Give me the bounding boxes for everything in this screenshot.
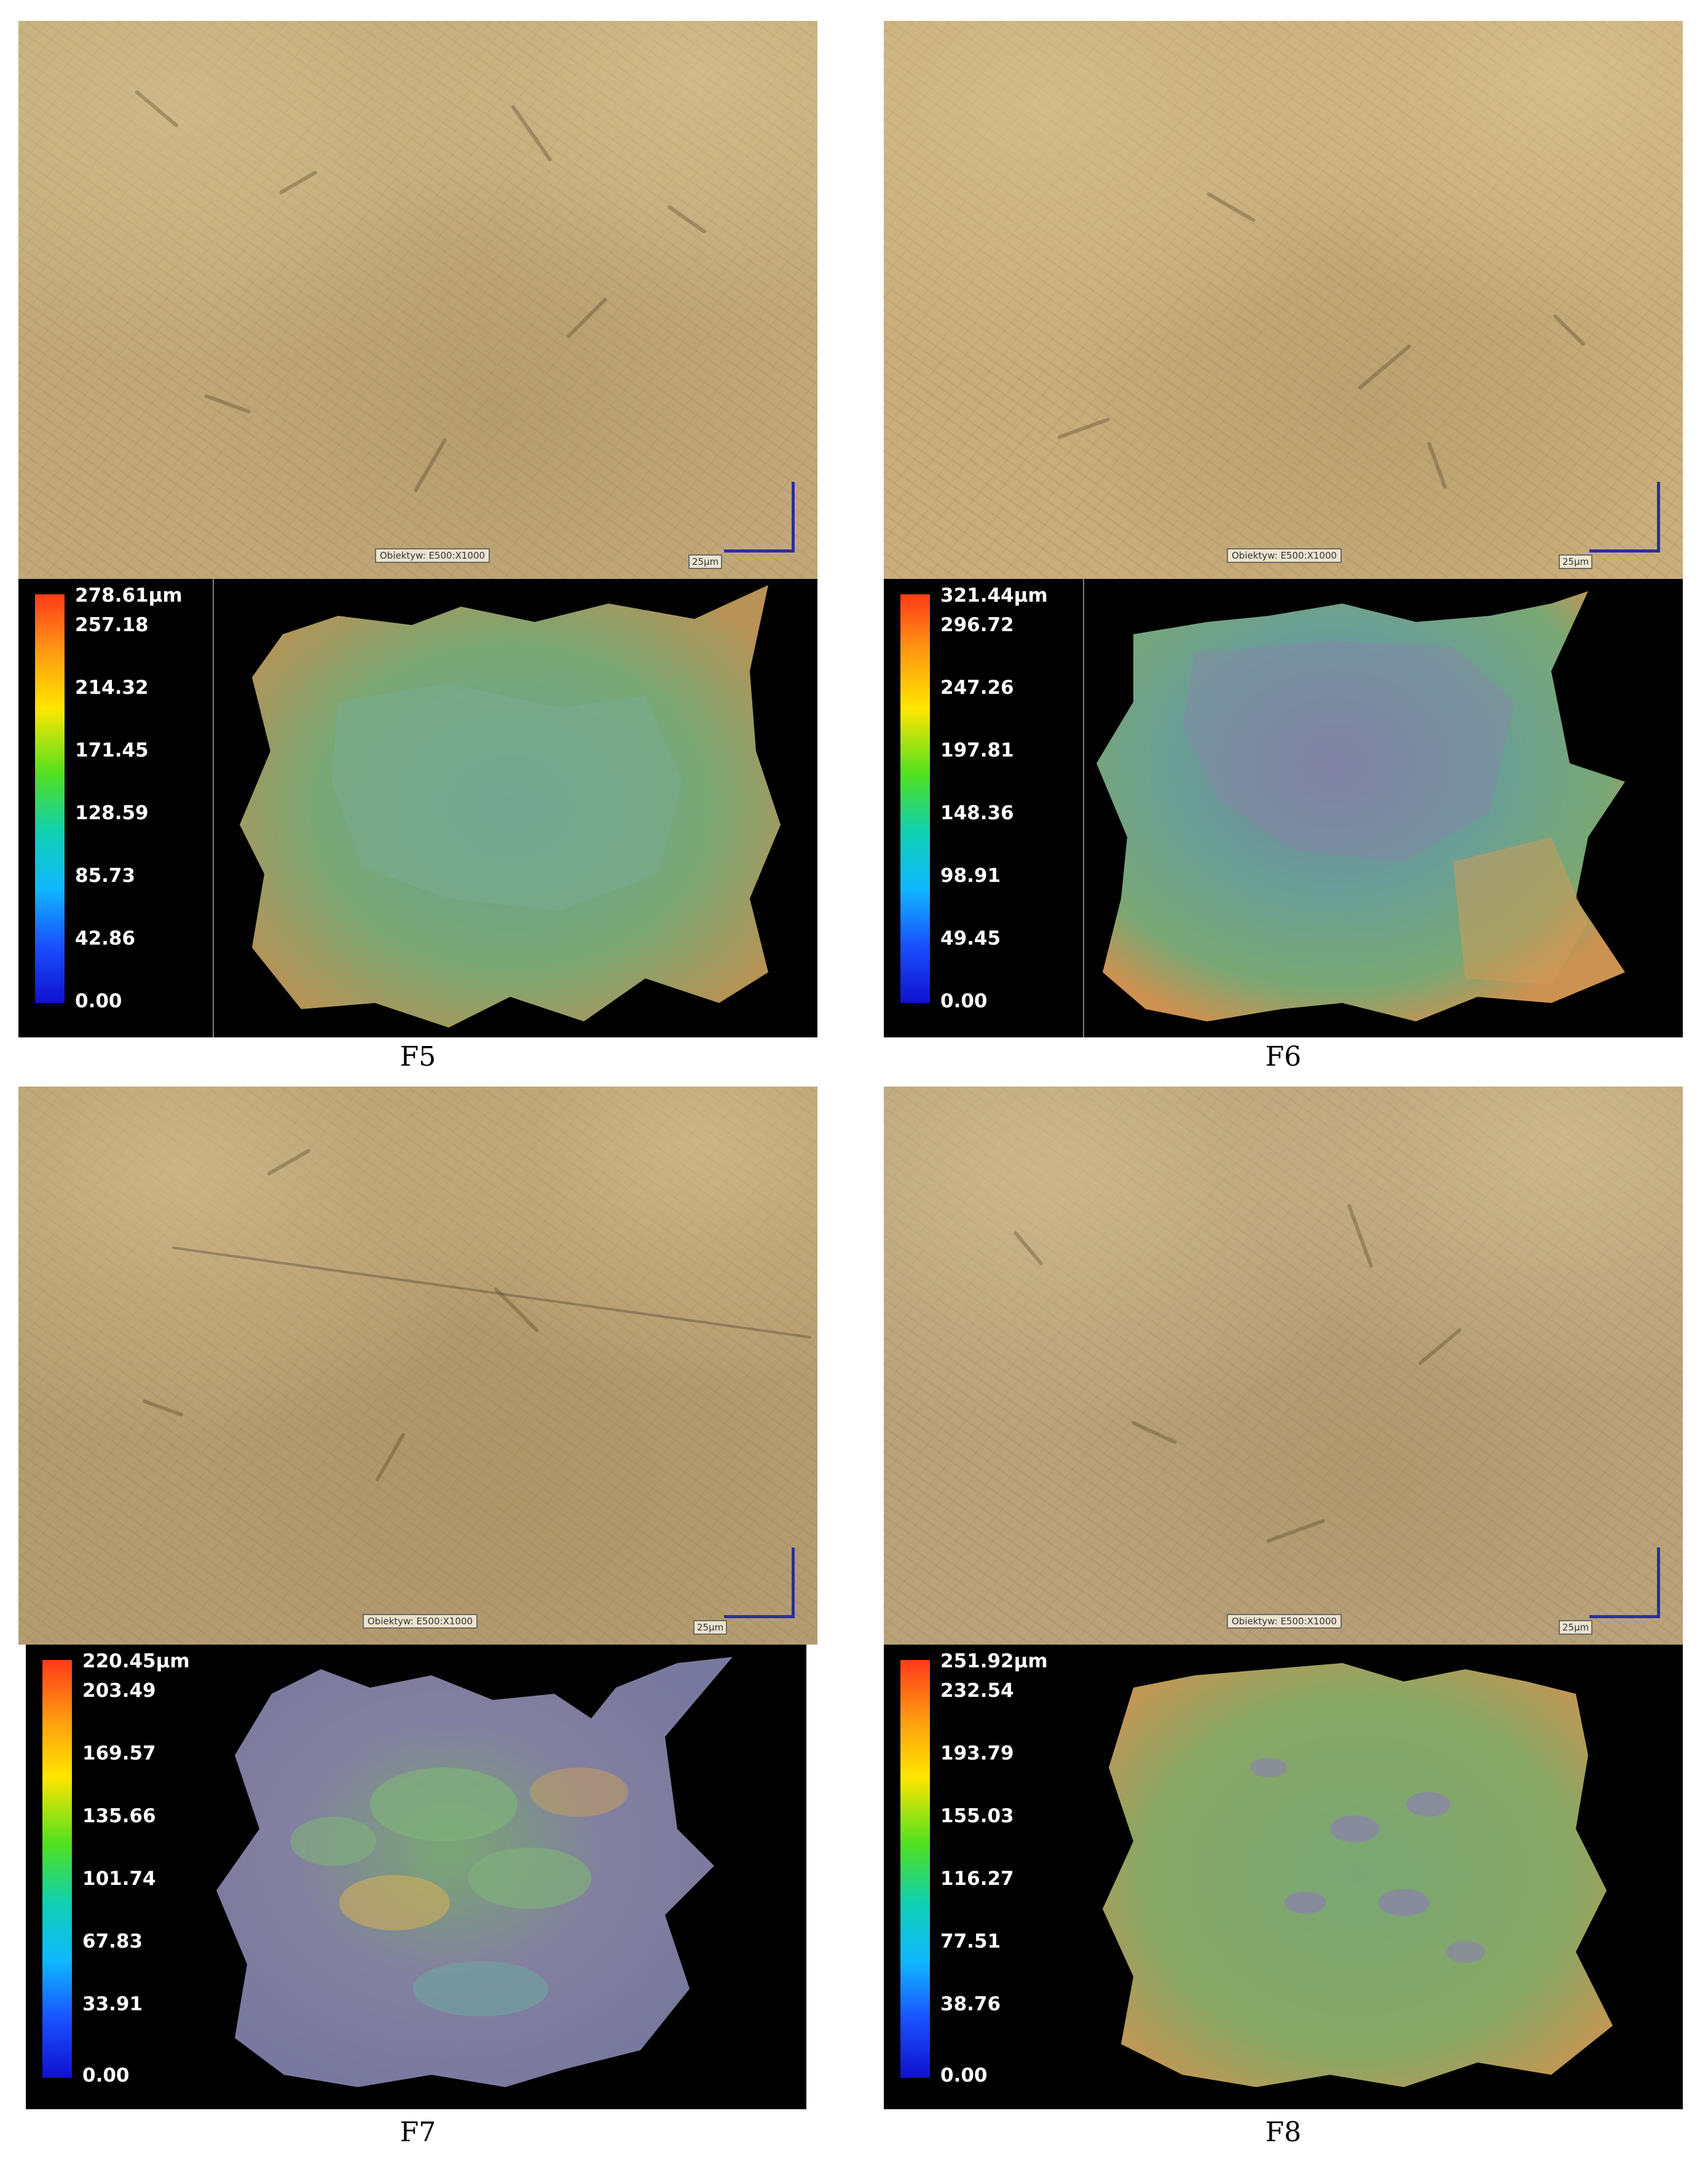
caption-f7: F7	[399, 2117, 436, 2148]
colorbar-tick: 101.74	[82, 1868, 156, 1890]
scale-label: 25µm	[693, 1620, 728, 1635]
objective-label: Obiektyw: E500:X1000	[1227, 548, 1342, 563]
scale-bar-horizontal	[1589, 1615, 1660, 1618]
scale-bar-horizontal	[724, 549, 795, 553]
scale-bar-vertical	[1657, 482, 1660, 553]
colorbar-tick: 278.61µm	[75, 584, 183, 607]
colorbar-tick: 85.73	[75, 865, 136, 887]
colorbar-tick: 116.27	[940, 1868, 1014, 1890]
colorbar-divider	[1083, 579, 1084, 1037]
figure-f5: Obiektyw: E500:X1000 25µm 278.61µm 257.1…	[18, 21, 817, 1078]
colorbar-tick: 0.00	[940, 990, 988, 1012]
colorbar-tick: 171.45	[75, 739, 149, 761]
caption-f8: F8	[1265, 2117, 1302, 2148]
figure-f6: Obiektyw: E500:X1000 25µm 321.44µm 296.7…	[884, 21, 1683, 1078]
scale-label: 25µm	[688, 554, 723, 569]
colorbar-tick: 257.18	[75, 614, 149, 636]
colorbar-tick: 321.44µm	[940, 584, 1048, 607]
surface-3d-f6	[1096, 591, 1625, 1021]
height-map-f7: 220.45µm 203.49 169.57 135.66 101.74 67.…	[26, 1645, 806, 2109]
figure-f8: Obiektyw: E500:X1000 25µm 251.92µm 232.5…	[884, 1087, 1683, 2156]
colorbar-tick: 98.91	[940, 865, 1001, 887]
surface-3d-f7	[216, 1657, 733, 2087]
micrograph-f6: Obiektyw: E500:X1000 25µm	[884, 21, 1683, 579]
colorbar-tick: 193.79	[940, 1742, 1014, 1764]
colorbar-tick: 0.00	[75, 990, 122, 1012]
colorbar-tick: 169.57	[82, 1742, 156, 1764]
objective-label: Obiektyw: E500:X1000	[375, 548, 490, 563]
objective-label: Obiektyw: E500:X1000	[363, 1614, 478, 1629]
colorbar-tick: 220.45µm	[82, 1650, 190, 1672]
caption-f5: F5	[399, 1041, 436, 1072]
scale-bar-horizontal	[1589, 549, 1660, 553]
surface-3d-f8	[1103, 1663, 1613, 2087]
surface-3d-f5	[240, 585, 781, 1028]
colorbar-tick: 128.59	[75, 802, 149, 824]
colorbar-tick: 38.76	[940, 1993, 1001, 2015]
colorbar	[900, 1660, 930, 2078]
colorbar-tick: 0.00	[82, 2064, 130, 2086]
colorbar-tick: 232.54	[940, 1680, 1014, 1702]
colorbar	[42, 1660, 72, 2078]
scale-bar-vertical	[1657, 1548, 1660, 1618]
scale-label: 25µm	[1559, 554, 1593, 569]
scale-bar-vertical	[792, 1548, 795, 1618]
height-map-f8: 251.92µm 232.54 193.79 155.03 116.27 77.…	[884, 1645, 1683, 2109]
colorbar-tick: 135.66	[82, 1805, 156, 1827]
micrograph-f7: Obiektyw: E500:X1000 25µm	[18, 1087, 817, 1645]
colorbar-divider	[213, 579, 214, 1037]
colorbar-tick: 42.86	[75, 927, 136, 950]
objective-label: Obiektyw: E500:X1000	[1227, 1614, 1342, 1629]
colorbar-tick: 296.72	[940, 614, 1014, 636]
colorbar-tick: 214.32	[75, 677, 149, 699]
micrograph-f5: Obiektyw: E500:X1000 25µm	[18, 21, 817, 579]
colorbar-tick: 251.92µm	[940, 1650, 1048, 1672]
colorbar-tick: 49.45	[940, 927, 1001, 950]
figure-f7: Obiektyw: E500:X1000 25µm 220.45µm 203.4…	[18, 1087, 817, 2156]
colorbar-tick: 155.03	[940, 1805, 1014, 1827]
scale-bar-horizontal	[724, 1615, 795, 1618]
scale-bar-vertical	[792, 482, 795, 553]
colorbar-tick: 33.91	[82, 1993, 143, 2015]
height-map-f6: 321.44µm 296.72 247.26 197.81 148.36 98.…	[884, 579, 1683, 1037]
scale-label: 25µm	[1559, 1620, 1593, 1635]
colorbar-tick: 197.81	[940, 739, 1014, 761]
colorbar-tick: 0.00	[940, 2064, 988, 2086]
height-map-f5: 278.61µm 257.18 214.32 171.45 128.59 85.…	[18, 579, 817, 1037]
colorbar-tick: 67.83	[82, 1930, 143, 1953]
micrograph-f8: Obiektyw: E500:X1000 25µm	[884, 1087, 1683, 1645]
colorbar	[900, 594, 930, 1003]
colorbar-tick: 148.36	[940, 802, 1014, 824]
caption-f6: F6	[1265, 1041, 1302, 1072]
colorbar-tick: 247.26	[940, 677, 1014, 699]
colorbar-tick: 77.51	[940, 1930, 1001, 1953]
colorbar	[35, 594, 65, 1003]
colorbar-tick: 203.49	[82, 1680, 156, 1702]
